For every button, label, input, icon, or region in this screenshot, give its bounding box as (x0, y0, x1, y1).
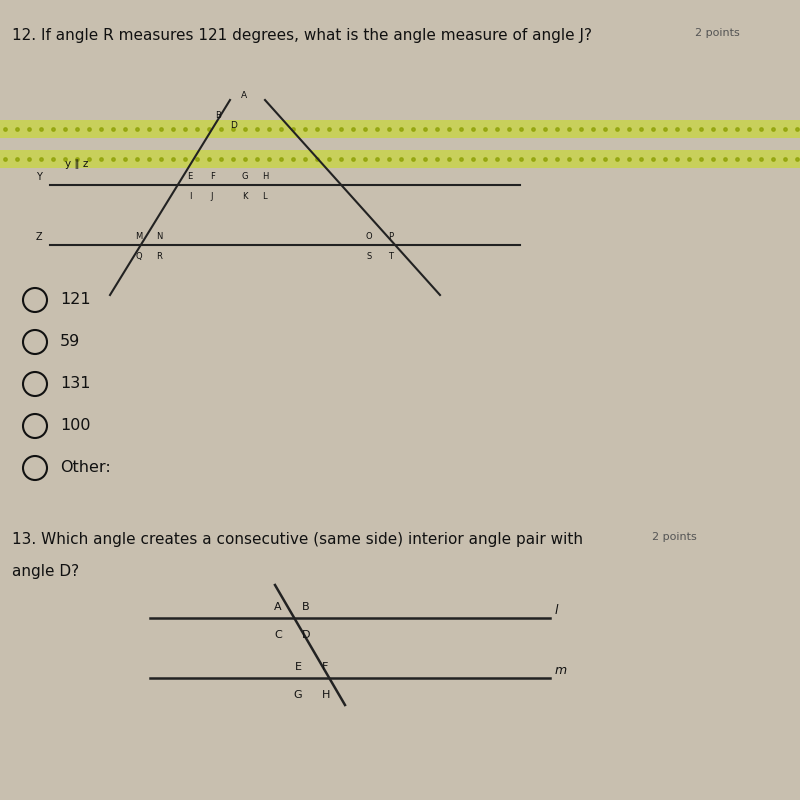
Text: 100: 100 (60, 418, 90, 434)
Text: G: G (294, 690, 302, 700)
Text: E: E (186, 172, 192, 181)
Text: 131: 131 (60, 377, 90, 391)
FancyBboxPatch shape (0, 150, 800, 168)
Text: 2 points: 2 points (695, 28, 740, 38)
Text: Other:: Other: (60, 461, 110, 475)
Text: angle D?: angle D? (12, 564, 79, 579)
Text: Y: Y (36, 172, 42, 182)
Text: Q: Q (135, 252, 142, 261)
FancyBboxPatch shape (0, 120, 800, 138)
Text: C: C (274, 630, 282, 640)
Text: F: F (322, 662, 328, 672)
Text: P: P (388, 232, 393, 241)
Text: B: B (215, 111, 221, 120)
Text: 12. If angle R measures 121 degrees, what is the angle measure of angle J?: 12. If angle R measures 121 degrees, wha… (12, 28, 592, 43)
Text: I: I (190, 192, 192, 201)
Text: y ∥ z: y ∥ z (65, 159, 88, 169)
Text: R: R (156, 252, 162, 261)
Text: T: T (388, 252, 393, 261)
Text: D: D (230, 121, 237, 130)
Text: H: H (262, 172, 268, 181)
Text: H: H (322, 690, 330, 700)
Text: J: J (210, 192, 213, 201)
Text: G: G (242, 172, 248, 181)
Text: Z: Z (35, 232, 42, 242)
Text: 121: 121 (60, 293, 90, 307)
Text: A: A (241, 91, 247, 100)
Text: m: m (555, 664, 567, 677)
Text: 13. Which angle creates a consecutive (same side) interior angle pair with: 13. Which angle creates a consecutive (s… (12, 532, 583, 547)
Text: l: l (555, 604, 558, 617)
Text: N: N (156, 232, 162, 241)
Text: D: D (302, 630, 310, 640)
Text: O: O (366, 232, 372, 241)
Text: F: F (210, 172, 215, 181)
Text: L: L (262, 192, 266, 201)
Text: K: K (242, 192, 248, 201)
Text: M: M (134, 232, 142, 241)
Text: B: B (302, 602, 310, 612)
Text: S: S (366, 252, 372, 261)
Text: 2 points: 2 points (652, 532, 697, 542)
Text: A: A (274, 602, 282, 612)
Text: E: E (295, 662, 302, 672)
Text: 59: 59 (60, 334, 80, 350)
